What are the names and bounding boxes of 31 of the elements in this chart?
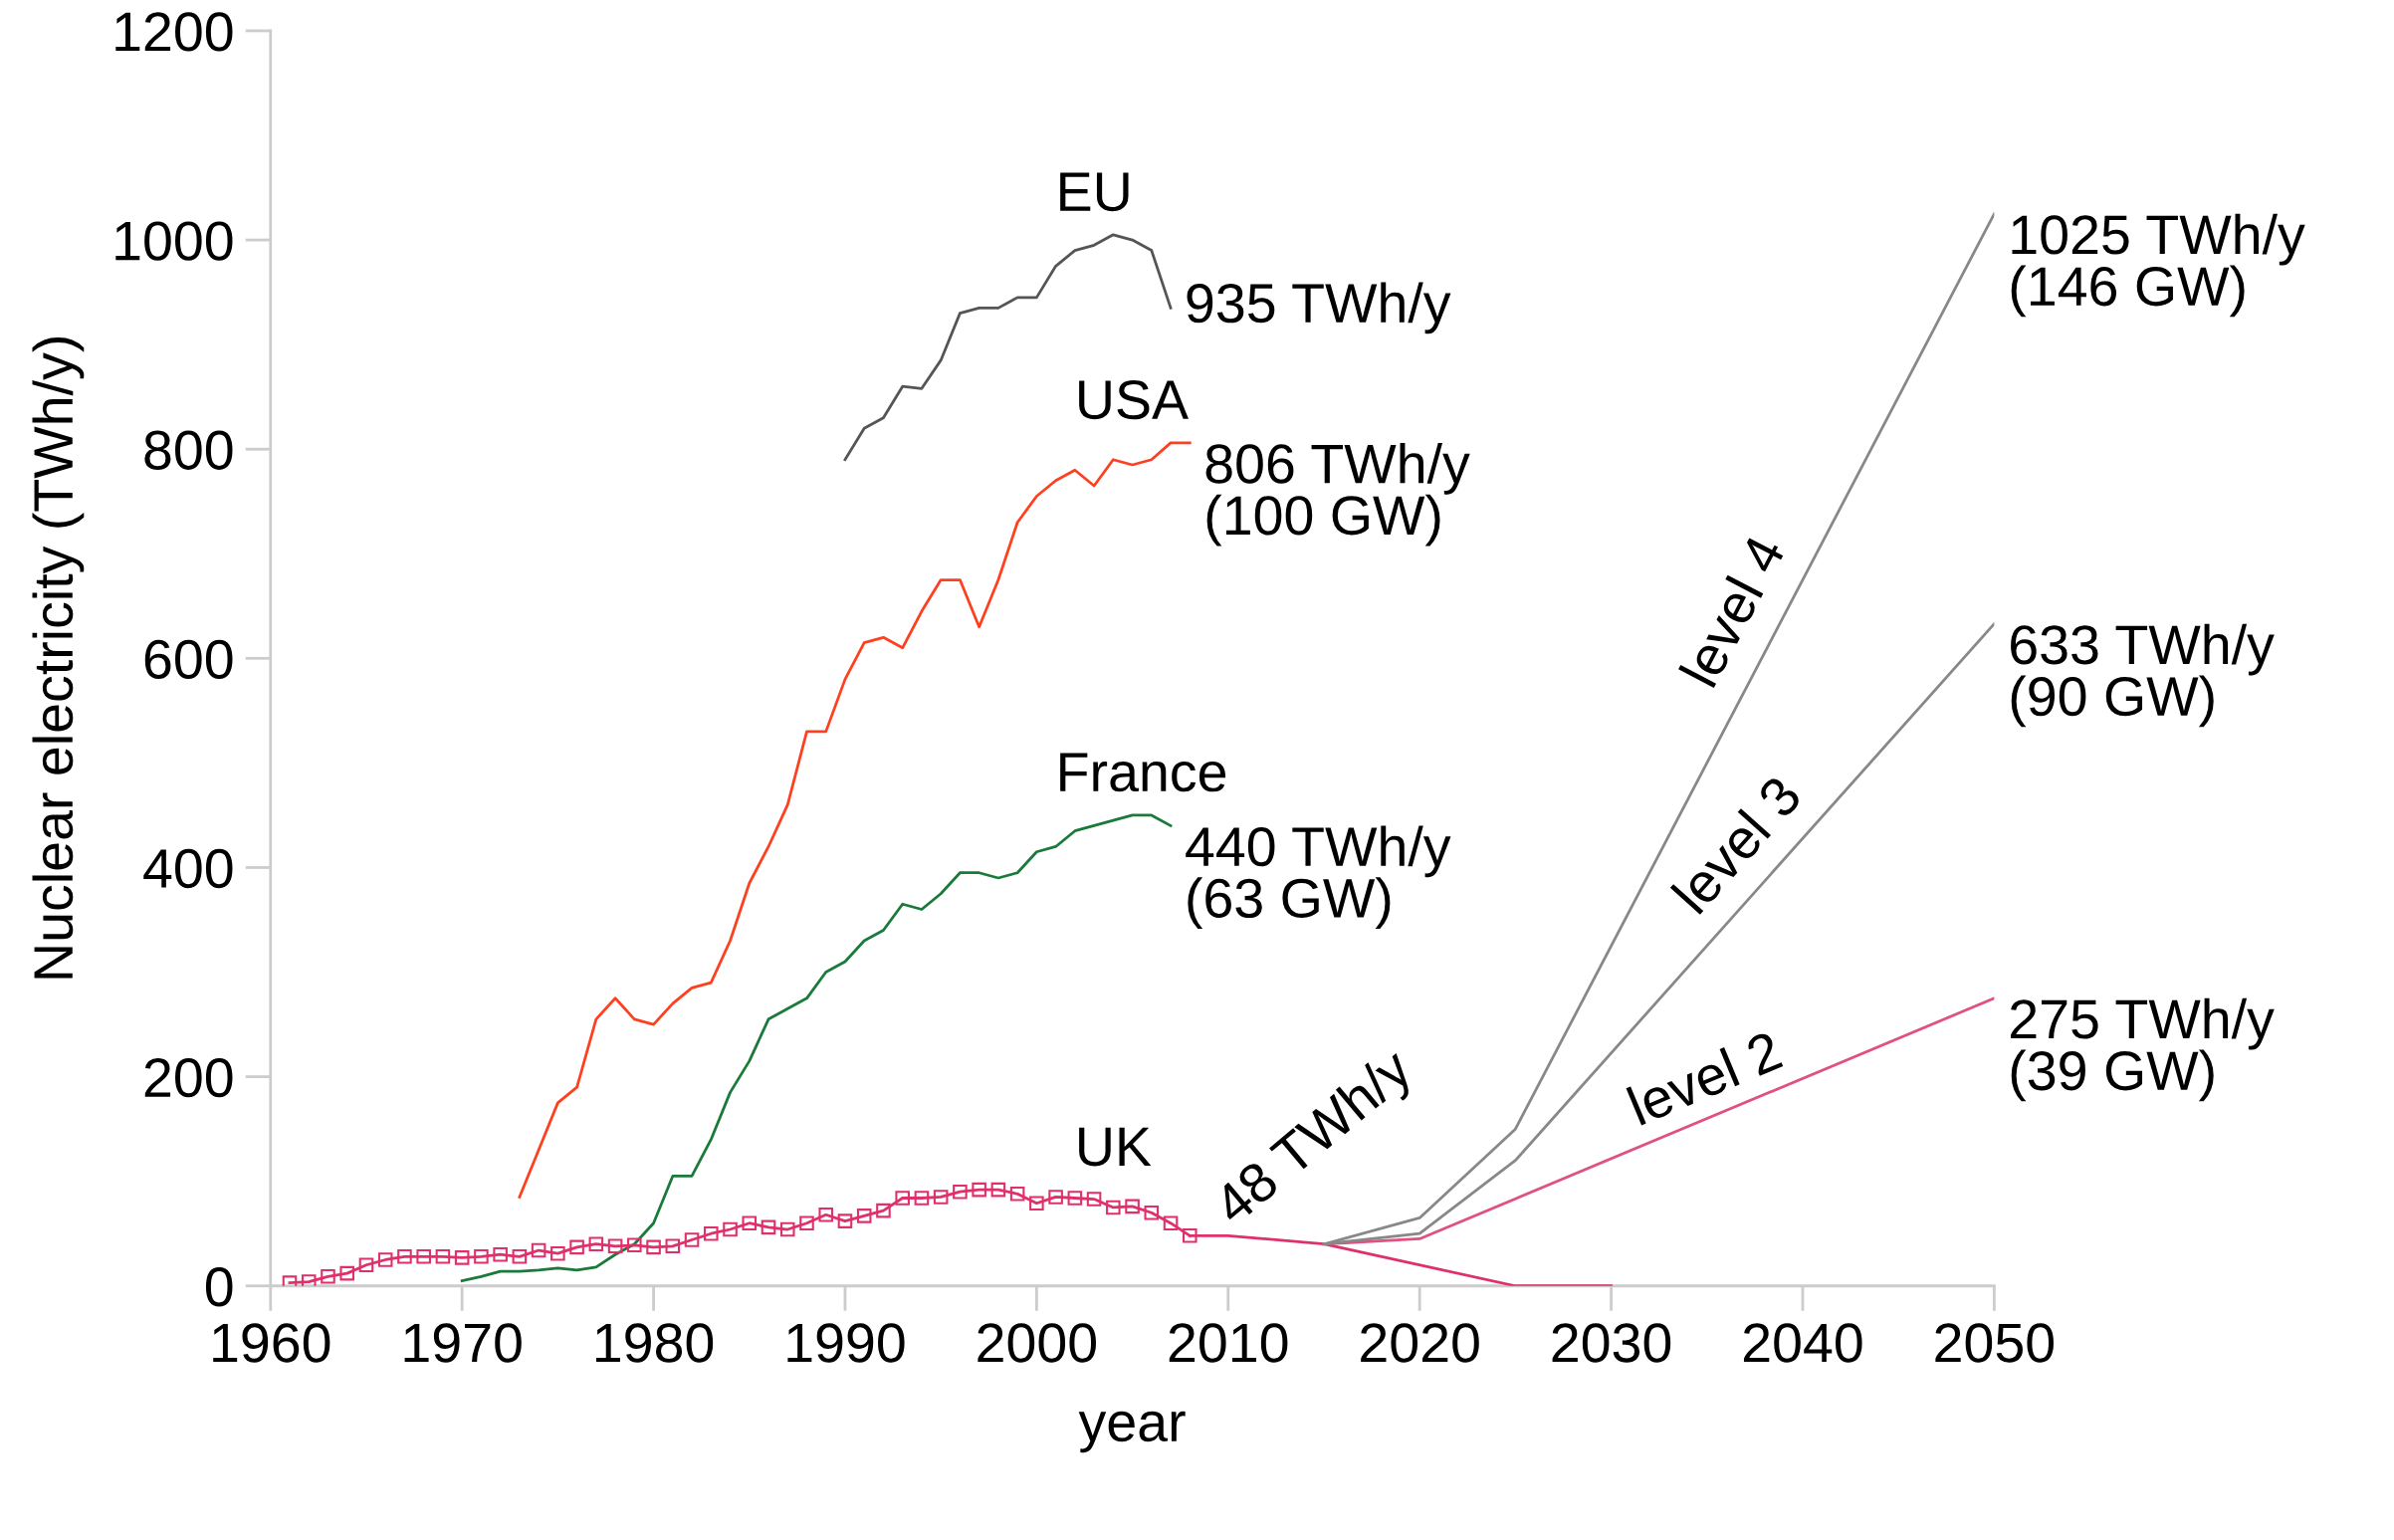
x-tick-label: 1990: [787, 1323, 905, 1363]
x-tick-label: 1960: [213, 1323, 330, 1363]
x-tick-label: 1980: [596, 1323, 714, 1363]
x-tick-label: 1970: [404, 1323, 522, 1363]
y-axis-title: Nuclear electricity (TWh/y): [32, 337, 85, 979]
text: level 4: [1678, 532, 1787, 689]
text: level 2: [1626, 1028, 1784, 1126]
series-label: UK: [1079, 1127, 1152, 1167]
annotation: 440 TWh/y (63 GW): [1186, 825, 1451, 929]
annotation: 806 TWh/y (100 GW): [1205, 442, 1470, 547]
x-axis-title: year: [1078, 1411, 1186, 1453]
y-tick-label: 1000: [115, 221, 233, 261]
annotation: 1025 TWh/y (146 GW): [2011, 213, 2305, 318]
series-label: EU: [1060, 172, 1129, 212]
x-tick-label: 2030: [1552, 1323, 1671, 1363]
x-tick-label: 2050: [1935, 1323, 2054, 1363]
y-tick-label: 200: [144, 1057, 233, 1098]
y-tick-label: 0: [205, 1267, 233, 1307]
annotation: 275 TWh/y (39 GW): [2011, 997, 2275, 1102]
x-tick-label: 2020: [1361, 1323, 1479, 1363]
x-tick-label: 2010: [1169, 1323, 1288, 1363]
y-tick-label: 1200: [115, 12, 233, 52]
annotation: 935 TWh/y: [1187, 282, 1451, 334]
y-tick-label: 400: [143, 848, 233, 889]
x-tick-label: 2000: [978, 1323, 1096, 1363]
series-label: France: [1060, 753, 1226, 792]
y-tick-label: 800: [144, 430, 233, 470]
annotation: 633 TWh/y (90 GW): [2011, 623, 2275, 728]
x-tick-label: 2040: [1743, 1323, 1862, 1363]
y-tick-label: 600: [144, 639, 233, 680]
series-label: USA: [1079, 379, 1189, 420]
